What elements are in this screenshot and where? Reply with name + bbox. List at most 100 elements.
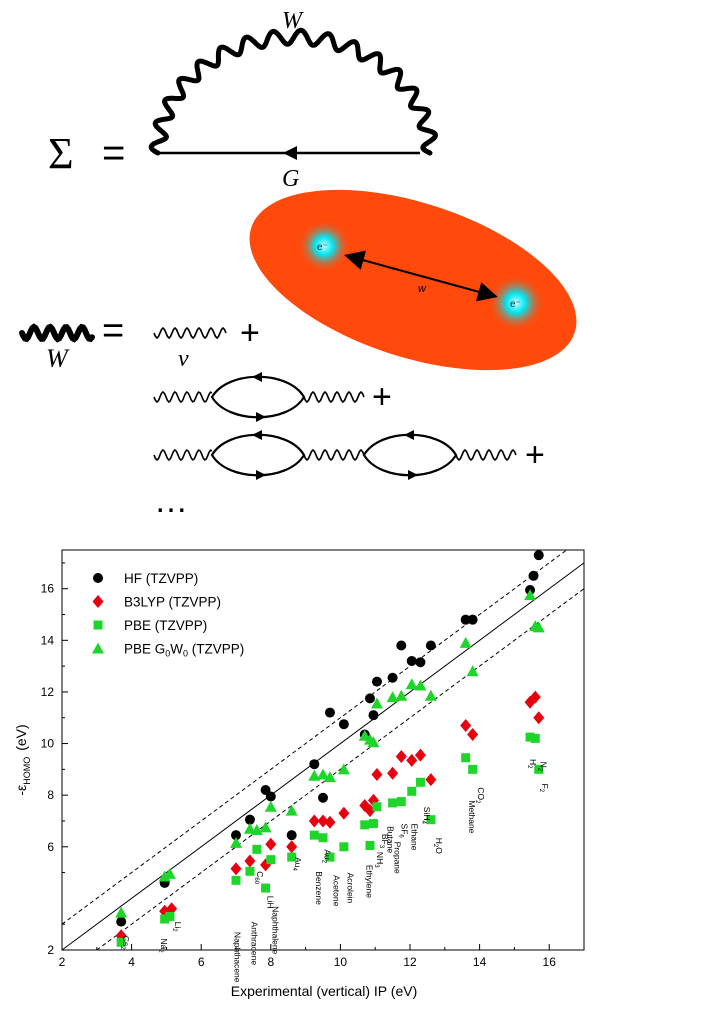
- data-point-square: [160, 914, 170, 924]
- w-label: W: [282, 8, 304, 34]
- data-point-circle: [116, 916, 127, 927]
- data-point-diamond: [230, 862, 242, 876]
- x-tick-label: 6: [198, 955, 205, 969]
- molecule-label: Au2: [321, 849, 333, 863]
- data-point-square: [309, 830, 319, 840]
- electron-left: [298, 220, 350, 272]
- sigma-symbol: Σ: [48, 129, 74, 178]
- data-point-triangle: [532, 621, 545, 633]
- svg-text:-εHOMO(eV): -εHOMO (eV): [13, 724, 32, 795]
- row3-wave-right: [455, 448, 517, 462]
- data-point-circle: [533, 550, 544, 561]
- data-point-square: [266, 855, 276, 865]
- row2-arrow-top-icon: [252, 372, 262, 382]
- y-tick-label: 12: [41, 685, 55, 699]
- molecule-label: Cs2: [119, 936, 131, 950]
- data-point-circle: [364, 693, 375, 704]
- molecule-label: H2: [526, 759, 538, 769]
- data-point-circle: [387, 672, 398, 683]
- row3-wave-mid: [303, 448, 365, 462]
- molecule-label: N2: [537, 762, 549, 772]
- x-tick-label: 14: [473, 955, 487, 969]
- interaction-double-arrow: [344, 250, 498, 302]
- data-point-circle: [528, 570, 539, 581]
- data-point-diamond: [425, 773, 437, 787]
- plus-2: +: [372, 378, 392, 416]
- row2-wave-right: [303, 390, 365, 404]
- x-tick-label: 16: [543, 955, 557, 969]
- row2-bubble: [210, 375, 306, 419]
- reference-lines: [61, 549, 585, 951]
- legend-label: PBE G0W0 (TZVPP): [124, 642, 244, 659]
- data-point-triangle: [243, 822, 256, 834]
- molecule-label: Ethylene: [365, 865, 375, 898]
- data-point-diamond: [244, 854, 256, 868]
- data-point-square: [534, 764, 544, 774]
- molecule-label: Butane: [385, 826, 395, 853]
- data-point-triangle: [285, 804, 298, 816]
- molecule-label: Acrolein: [345, 873, 355, 904]
- legend-label: PBE (TZVPP): [124, 618, 207, 633]
- series-diamond: [115, 690, 545, 943]
- sigma-equals: =: [102, 131, 125, 175]
- data-point-triangle: [370, 697, 383, 709]
- data-point-triangle: [259, 821, 272, 833]
- data-point-circle: [324, 707, 335, 718]
- data-point-circle: [460, 614, 471, 625]
- y-tick-label: 6: [47, 840, 54, 854]
- molecule-label: LiH: [265, 896, 275, 909]
- data-point-diamond: [265, 837, 277, 851]
- molecule-label: Anthracene: [250, 922, 260, 966]
- data-point-diamond: [371, 768, 383, 782]
- data-point-diamond: [166, 902, 178, 916]
- data-point-square: [468, 764, 478, 774]
- x-tick-label: 12: [403, 955, 417, 969]
- electron-right-label: e⁻: [510, 299, 521, 310]
- data-point-triangle: [264, 800, 277, 812]
- data-point-diamond: [387, 766, 399, 780]
- data-point-triangle: [524, 589, 537, 601]
- data-point-triangle: [115, 906, 128, 918]
- data-point-triangle: [405, 678, 418, 690]
- data-point-diamond: [364, 804, 376, 818]
- series-square: [116, 732, 544, 947]
- w-equals: =: [102, 310, 124, 352]
- data-point-square: [388, 798, 398, 808]
- data-point-square: [365, 840, 375, 850]
- legend-marker-square: [93, 620, 103, 630]
- data-point-circle: [309, 759, 320, 770]
- molecule-label: CO2: [474, 787, 486, 804]
- row2-arrow-bottom-icon: [256, 412, 266, 422]
- y-tick-label: 16: [41, 582, 55, 596]
- molecule-label: Li2: [171, 922, 183, 933]
- x-axis-label: Experimental (vertical) IP (eV): [231, 983, 417, 999]
- data-point-diamond: [467, 728, 479, 742]
- data-point-square: [360, 820, 370, 830]
- y-tick-label: 8: [47, 788, 54, 802]
- self-energy-diagram: Σ = W G e⁻ e⁻ w W = v + +: [19, 8, 577, 520]
- v-label: v: [178, 346, 189, 372]
- electron-left-label: e⁻: [317, 242, 328, 253]
- y-axis-label-unit: (eV): [13, 724, 29, 750]
- x-tick-label: 2: [59, 955, 66, 969]
- data-point-circle: [231, 830, 241, 841]
- molecule-label: Acetone: [331, 875, 341, 906]
- row3-bubble-1: [210, 433, 306, 477]
- data-point-triangle: [317, 768, 329, 780]
- data-point-diamond: [338, 806, 350, 820]
- row3-bubble-2: [362, 433, 458, 477]
- molecule-label: Au4: [291, 857, 303, 871]
- data-point-circle: [467, 614, 478, 625]
- row3-arrow-2-bottom-icon: [408, 470, 418, 480]
- reference-line-dashed: [96, 588, 585, 951]
- data-point-diamond: [324, 815, 336, 829]
- data-point-circle: [368, 710, 379, 721]
- data-point-square: [415, 777, 425, 787]
- data-point-square: [231, 875, 241, 885]
- data-point-square: [245, 866, 255, 876]
- bold-w-wavy-icon: [19, 323, 95, 343]
- data-point-diamond: [533, 711, 545, 725]
- data-point-triangle: [230, 836, 242, 848]
- data-point-triangle: [163, 867, 176, 879]
- data-point-triangle: [424, 689, 437, 701]
